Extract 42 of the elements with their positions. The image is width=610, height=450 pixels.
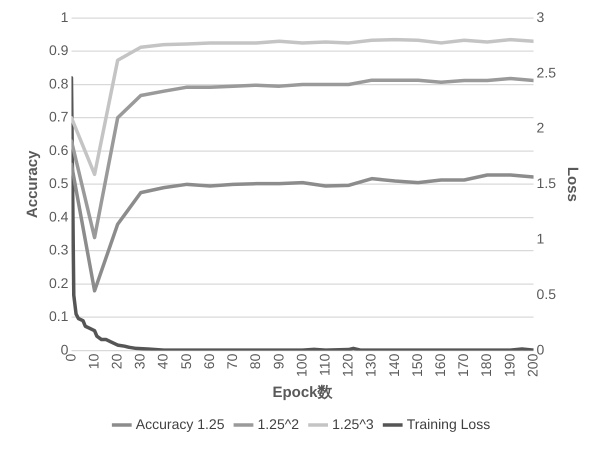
y2-tick-label: 2 xyxy=(536,120,545,136)
y-axis-title: Accuracy xyxy=(24,150,42,218)
y-tick-label: 0.1 xyxy=(48,308,69,324)
y-tick-label: 0.7 xyxy=(48,108,69,125)
x-tick-label: 50 xyxy=(178,353,194,370)
x-tick-label: 90 xyxy=(270,353,286,370)
x-tick-label: 170 xyxy=(455,353,472,377)
y-tick-label: 0.8 xyxy=(48,75,69,92)
y-tick-label: 0.2 xyxy=(48,274,69,291)
x-tick-label: 150 xyxy=(408,353,425,377)
y2-axis-title: Loss xyxy=(564,166,581,202)
x-tick-label: 190 xyxy=(501,353,518,377)
x-tick-label: 140 xyxy=(386,353,402,377)
legend-label: Accuracy 1.25 xyxy=(136,416,225,432)
x-tick-label: 130 xyxy=(362,353,379,377)
x-tick-label: 40 xyxy=(154,353,171,370)
x-tick-label: 70 xyxy=(224,353,240,370)
legend-label: 1.25^2 xyxy=(257,416,300,432)
y2-tick-label: 2.5 xyxy=(536,64,556,80)
x-tick-label: 110 xyxy=(316,353,332,376)
y2-tick-label: 1 xyxy=(536,230,545,247)
y2-tick-label: 0.5 xyxy=(536,286,556,302)
y-tick-label: 1 xyxy=(60,8,69,25)
y2-tick-label: 1.5 xyxy=(536,175,556,192)
x-tick-label: 80 xyxy=(247,353,264,370)
x-axis-title: Epock数 xyxy=(272,384,334,402)
y-tick-label: 0.9 xyxy=(48,42,69,58)
y-tick-label: 0.3 xyxy=(48,242,69,258)
x-tick-label: 20 xyxy=(108,353,125,370)
legend-label: Training Loss xyxy=(406,416,490,432)
x-tick-label: 60 xyxy=(200,353,217,370)
y-tick-label: 0.4 xyxy=(48,208,69,224)
x-tick-label: 160 xyxy=(432,353,448,377)
y-tick-label: 0.5 xyxy=(48,175,69,192)
legend-label: 1.25^3 xyxy=(332,416,374,432)
x-tick-label: 180 xyxy=(478,353,494,377)
x-tick-label: 120 xyxy=(340,353,356,377)
x-tick-label: 10 xyxy=(85,353,102,370)
x-tick-label: 100 xyxy=(293,353,310,377)
x-tick-label: 30 xyxy=(132,353,148,370)
y2-tick-label: 3 xyxy=(536,8,545,25)
y-tick-label: 0.6 xyxy=(48,142,69,158)
